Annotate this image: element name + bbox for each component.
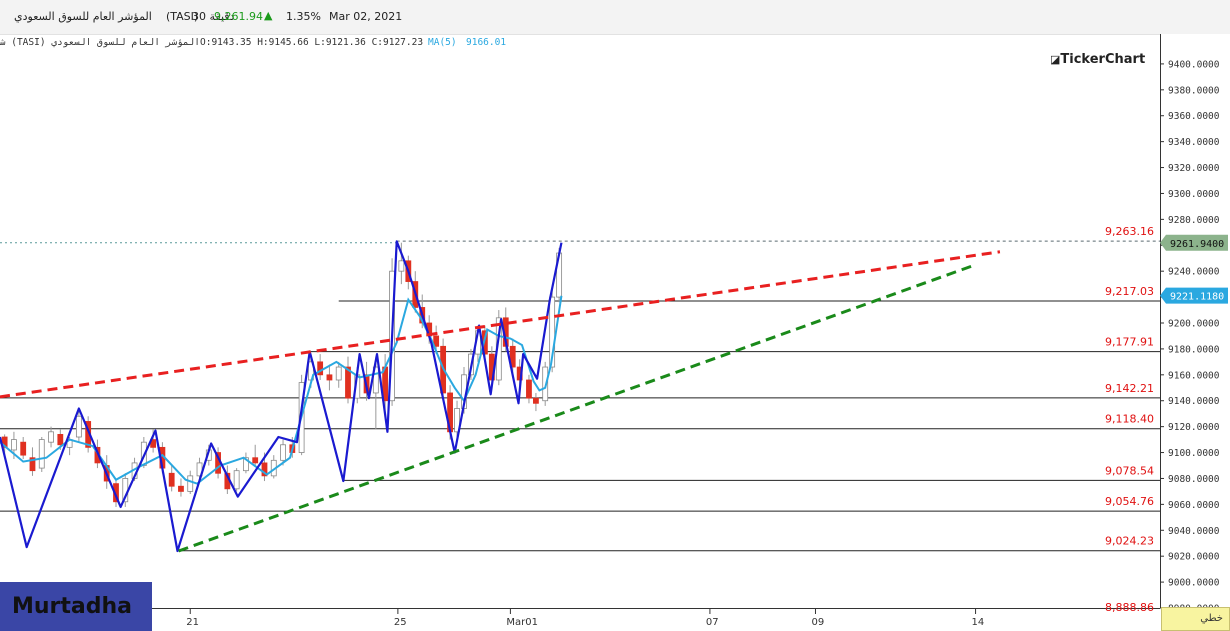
- chart-logo-icon: ◪: [1050, 53, 1061, 66]
- candle-body: [345, 366, 351, 399]
- level-label: 9,078.54: [1105, 464, 1154, 477]
- candle-body: [335, 366, 342, 381]
- y-tick-label: 9020.0000: [1168, 552, 1220, 563]
- y-tick-label: 9200.0000: [1168, 319, 1220, 330]
- chart-type-button[interactable]: خطي: [1161, 607, 1230, 631]
- y-tick-label: 9080.0000: [1168, 474, 1220, 485]
- candle-body: [29, 457, 36, 472]
- trendline-support: [178, 264, 973, 553]
- candle-body: [326, 374, 333, 381]
- x-tick-label: Mar01: [506, 617, 538, 628]
- y-tick-label: 9380.0000: [1168, 85, 1220, 96]
- ma-price-tag: 9221.1180: [1170, 292, 1224, 303]
- candle-body: [398, 260, 405, 272]
- candle-body: [187, 475, 194, 492]
- last-price-tag-bg: [1160, 234, 1228, 251]
- candle-body: [433, 335, 440, 347]
- y-tick-label: 9180.0000: [1168, 344, 1220, 355]
- y-tick-label: 9240.0000: [1168, 267, 1220, 278]
- candle-body: [261, 462, 268, 477]
- candle-body: [454, 408, 460, 433]
- y-tick-label: 9040.0000: [1168, 526, 1220, 537]
- candle-body: [178, 485, 184, 492]
- last-price-tag: 9261.9400: [1170, 239, 1224, 250]
- ma-line: [0, 295, 563, 485]
- ma-legend-label[interactable]: MA(5): [428, 37, 457, 48]
- ohlc-bar: المؤشر العام للسوق السعودي (TASI) شموع م…: [0, 37, 1160, 51]
- change-percent: 1.35%: [286, 10, 321, 23]
- x-tick-label: 07: [706, 617, 719, 628]
- trendline-resistance: [0, 250, 1001, 399]
- candle-body: [20, 441, 27, 456]
- candle-body: [317, 361, 324, 376]
- watermark: Murtadha: [0, 582, 152, 631]
- interval-label[interactable]: 30 دقيقة: [192, 10, 235, 23]
- y-tick-label: 9160.0000: [1168, 370, 1220, 381]
- y-axis-panel: [1160, 34, 1230, 631]
- x-tick-label: 25: [394, 617, 407, 628]
- brand-name: TickerChart: [1060, 52, 1146, 67]
- y-tick-label: 9360.0000: [1168, 111, 1220, 122]
- ohlc-values: O:9143.35 H:9145.66 L:9121.36 C:9127.23: [200, 37, 424, 48]
- candle-body: [252, 457, 259, 464]
- ma-legend-value: 9166.01: [466, 37, 507, 48]
- symbol-code: (TASI): [166, 10, 199, 23]
- candle-body: [533, 397, 539, 404]
- candle-body: [509, 345, 516, 368]
- header-date: Mar 02, 2021: [329, 10, 403, 23]
- candle-body: [549, 296, 556, 368]
- y-tick-label: 9100.0000: [1168, 448, 1220, 459]
- candle-body: [48, 431, 54, 443]
- bottom-level-label: 8,888.86: [1105, 601, 1154, 614]
- x-tick-label: 09: [811, 617, 824, 628]
- candle-body: [38, 439, 45, 469]
- candle-body: [168, 472, 175, 487]
- symbol-header: المؤشر العام للسوق السعودي (TASI) 30 دقي…: [0, 0, 1230, 35]
- y-tick-label: 9320.0000: [1168, 163, 1220, 174]
- ticker-chart-logo: ◪TickerChart: [1050, 52, 1145, 67]
- candle-body: [233, 470, 240, 490]
- y-tick-label: 9140.0000: [1168, 396, 1220, 407]
- last-price: 9,261.94: [214, 10, 263, 23]
- x-tick-label: 21: [186, 617, 199, 628]
- candle-body: [280, 444, 286, 461]
- candle-body: [526, 379, 532, 399]
- y-tick-label: 9060.0000: [1168, 500, 1220, 511]
- y-tick-label: 9300.0000: [1168, 189, 1220, 200]
- level-label: 9,118.40: [1105, 413, 1154, 426]
- level-label: 9,263.16: [1105, 225, 1154, 238]
- level-label: 9,177.91: [1105, 336, 1154, 349]
- y-tick-label: 9000.0000: [1168, 578, 1220, 589]
- y-tick-label: 9120.0000: [1168, 422, 1220, 433]
- candle-body: [11, 439, 17, 451]
- x-tick-label: 14: [972, 617, 985, 628]
- y-tick-label: 9340.0000: [1168, 137, 1220, 148]
- zigzag-line: [0, 240, 563, 553]
- candle-body: [75, 415, 82, 438]
- y-tick-label: 9400.0000: [1168, 59, 1220, 70]
- level-label: 9,217.03: [1105, 285, 1154, 298]
- index-name: المؤشر العام للسوق السعودي: [14, 10, 152, 23]
- candle-body: [57, 434, 64, 446]
- ohlc-series-label: المؤشر العام للسوق السعودي (TASI) شموع م…: [0, 37, 200, 48]
- level-label: 9,142.21: [1105, 382, 1154, 395]
- candle-body: [243, 457, 249, 472]
- ma-price-tag-bg: [1160, 287, 1228, 304]
- triangle-up-icon: ▲: [264, 9, 273, 22]
- y-tick-label: 9280.0000: [1168, 215, 1220, 226]
- level-label: 9,024.23: [1105, 535, 1154, 548]
- level-label: 9,054.76: [1105, 495, 1154, 508]
